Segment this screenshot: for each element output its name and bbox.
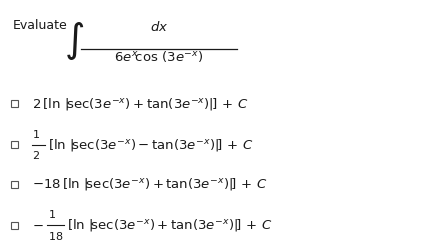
Text: $1$: $1$ <box>48 208 56 221</box>
Text: $dx$: $dx$ <box>150 20 168 34</box>
Text: $[\ln\,|\!\sec(3e^{-x}) - \tan(3e^{-x})|\!]\,+\,C$: $[\ln\,|\!\sec(3e^{-x}) - \tan(3e^{-x})|… <box>48 137 254 153</box>
Text: $2\,[\ln\,|\!\sec(3e^{-x}) + \tan(3e^{-x})|\!]\,+\,C$: $2\,[\ln\,|\!\sec(3e^{-x}) + \tan(3e^{-x… <box>32 96 248 112</box>
Bar <box>11 141 18 148</box>
Text: $-$: $-$ <box>32 219 44 232</box>
Bar <box>11 100 18 107</box>
Text: $18$: $18$ <box>48 230 63 241</box>
Text: Evaluate: Evaluate <box>13 19 67 32</box>
Text: $\int$: $\int$ <box>64 20 84 62</box>
Text: $[\ln\,|\!\sec(3e^{-x}) + \tan(3e^{-x})|\!]\,+\,C$: $[\ln\,|\!\sec(3e^{-x}) + \tan(3e^{-x})|… <box>67 217 272 233</box>
Bar <box>11 181 18 188</box>
Bar <box>11 222 18 229</box>
Text: $-18\,[\ln\,|\!\sec(3e^{-x}) + \tan(3e^{-x})|\!]\,+\,C$: $-18\,[\ln\,|\!\sec(3e^{-x}) + \tan(3e^{… <box>32 176 268 192</box>
Text: $6e^x\!\cos\,(3e^{-x})$: $6e^x\!\cos\,(3e^{-x})$ <box>114 49 204 64</box>
Text: $1$: $1$ <box>32 128 40 140</box>
Text: $2$: $2$ <box>32 149 40 161</box>
